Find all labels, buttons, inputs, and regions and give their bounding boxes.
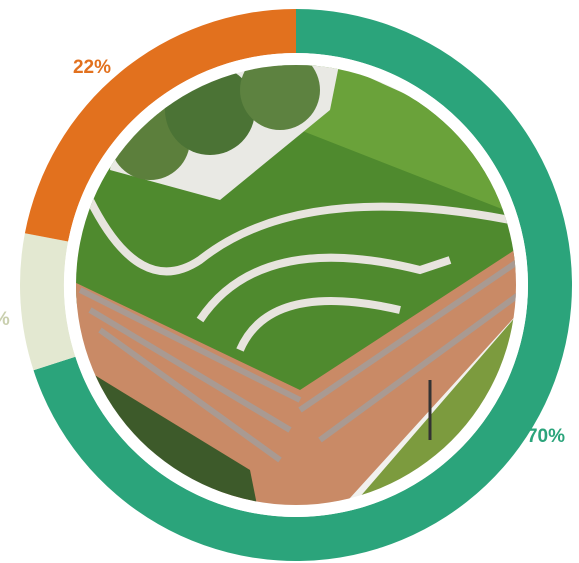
segment bbox=[24, 9, 296, 242]
data-label: 70% bbox=[527, 426, 565, 447]
donut bbox=[19, 9, 572, 562]
segment bbox=[19, 233, 76, 371]
data-label: 22% bbox=[73, 57, 111, 78]
labels: 70% 8% 22% bbox=[0, 57, 565, 447]
data-label: 8% bbox=[0, 309, 10, 330]
